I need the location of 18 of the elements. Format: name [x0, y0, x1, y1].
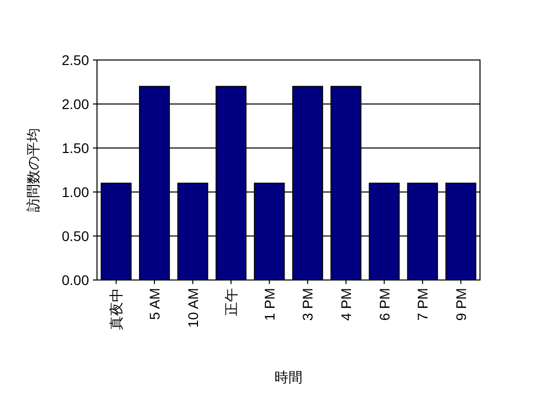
- x-tick-label: 正午: [223, 288, 240, 316]
- x-tick-label: 9 PM: [452, 288, 469, 321]
- y-tick-label: 2.50: [62, 52, 90, 68]
- x-tick-label: 4 PM: [338, 288, 354, 321]
- y-tick-label: 0.50: [62, 228, 90, 244]
- x-tick-label: 1 PM: [261, 288, 278, 321]
- x-tick-label: 10 AM: [184, 288, 201, 328]
- x-tick-label: 真夜中: [108, 288, 124, 330]
- x-tick-label: 7 PM: [414, 288, 431, 321]
- y-tick-label: 0.00: [62, 272, 90, 288]
- y-tick-label: 2.00: [62, 96, 90, 112]
- y-tick-label: 1.00: [62, 184, 90, 200]
- x-tick-label: 3 PM: [300, 288, 316, 321]
- y-tick-label: 1.50: [62, 140, 90, 156]
- x-axis-title: 時間: [274, 369, 302, 385]
- x-tick-label: 6 PM: [376, 288, 392, 321]
- x-tick-label: 5 AM: [146, 288, 162, 320]
- y-axis-title: 訪問数の平均: [25, 128, 41, 212]
